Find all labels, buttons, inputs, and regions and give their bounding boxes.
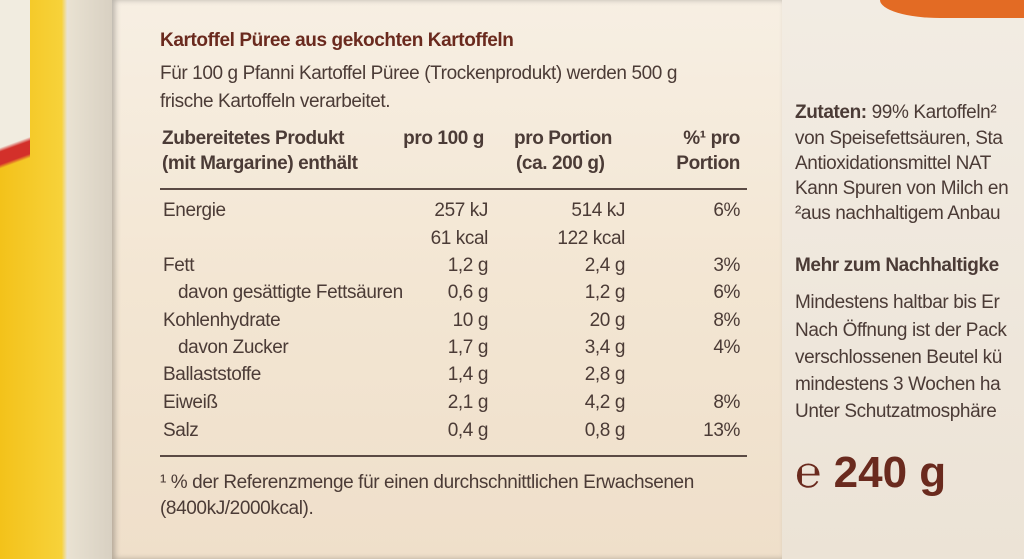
rule (160, 455, 747, 457)
ingredients: 99% Kartoffeln² (871, 102, 997, 123)
percent: 8% (713, 392, 740, 413)
box-stripe (0, 0, 30, 200)
per-portion: 0,8 g (584, 420, 626, 441)
intro: Für 100 g Pfanni Kartoffel Püree (Trocke… (160, 63, 678, 84)
row-label: Eiweiß (163, 392, 218, 413)
ingredients-label: Zutaten: 99% Kartoffeln² (795, 102, 997, 124)
per-portion: 3,4 g (584, 337, 626, 358)
per-100g: 1,4 g (447, 364, 489, 385)
per-100g: 2,1 g (447, 392, 489, 413)
ingredients-heading: Zutaten: (795, 102, 867, 123)
percent: 6% (713, 282, 740, 303)
per-portion: 514 kJ (571, 200, 625, 221)
side-text: Mindestens haltbar bis Er (795, 292, 1000, 313)
per-portion: 4,2 g (584, 392, 626, 413)
per-100g: 0,6 g (447, 282, 489, 303)
net-weight: ℮ 240 g (795, 448, 947, 497)
per-100g: 10 g (452, 310, 489, 331)
header: %¹ pro (683, 128, 740, 149)
header: pro Portion (514, 128, 612, 149)
per-100g: 0,4 g (447, 420, 489, 441)
footnote: ¹ % der Referenzmenge für einen durchsch… (160, 472, 694, 493)
intro: frische Kartoffeln verarbeitet. (160, 91, 391, 112)
row-label: Salz (163, 420, 199, 441)
side-panel (782, 0, 1024, 559)
side-text: Nach Öffnung ist der Pack (795, 320, 1007, 341)
row-label: davon gesättigte Fettsäuren (178, 282, 403, 303)
per-portion: 2,4 g (584, 255, 626, 276)
percent: 13% (703, 420, 740, 441)
side-text: verschlossenen Beutel kü (795, 347, 1002, 368)
percent: 6% (713, 200, 740, 221)
per-100g: 1,2 g (447, 255, 489, 276)
row-label: Kohlenhydrate (163, 310, 281, 331)
label-panel (112, 0, 782, 559)
per-portion: 2,8 g (584, 364, 626, 385)
side-text: Unter Schutzatmosphäre (795, 401, 997, 422)
header: Zubereitetes Produkt (162, 128, 345, 149)
header: (ca. 200 g) (516, 153, 605, 174)
rule (160, 188, 747, 190)
row-label: davon Zucker (178, 337, 289, 358)
header: Portion (676, 153, 740, 174)
side-text: von Speisefettsäuren, Sta (795, 128, 1003, 149)
percent: 8% (713, 310, 740, 331)
percent: 4% (713, 337, 740, 358)
row-label: Fett (163, 255, 195, 276)
orange-band (880, 0, 1024, 18)
per-100g: 257 kJ (434, 200, 488, 221)
per-100g: 1,7 g (447, 337, 489, 358)
side-heading: Mehr zum Nachhaltigke (795, 255, 999, 276)
side-text: Antioxidationsmittel NAT (795, 153, 991, 174)
header: (mit Margarine) enthält (162, 153, 358, 174)
side-text: Kann Spuren von Milch en (795, 178, 1009, 199)
per-portion: 20 g (589, 310, 626, 331)
row-label: Energie (163, 200, 226, 221)
side-text: mindestens 3 Wochen ha (795, 374, 1001, 395)
header: pro 100 g (403, 128, 484, 149)
title: Kartoffel Püree aus gekochten Kartoffeln (160, 30, 514, 51)
per-100g: 61 kcal (430, 228, 489, 249)
per-portion: 1,2 g (584, 282, 626, 303)
percent: 3% (713, 255, 740, 276)
per-portion: 122 kcal (557, 228, 625, 249)
side-text: ²aus nachhaltigem Anbau (795, 203, 1001, 224)
footnote: (8400kJ/2000kcal). (160, 498, 314, 519)
row-label: Ballaststoffe (163, 364, 261, 385)
